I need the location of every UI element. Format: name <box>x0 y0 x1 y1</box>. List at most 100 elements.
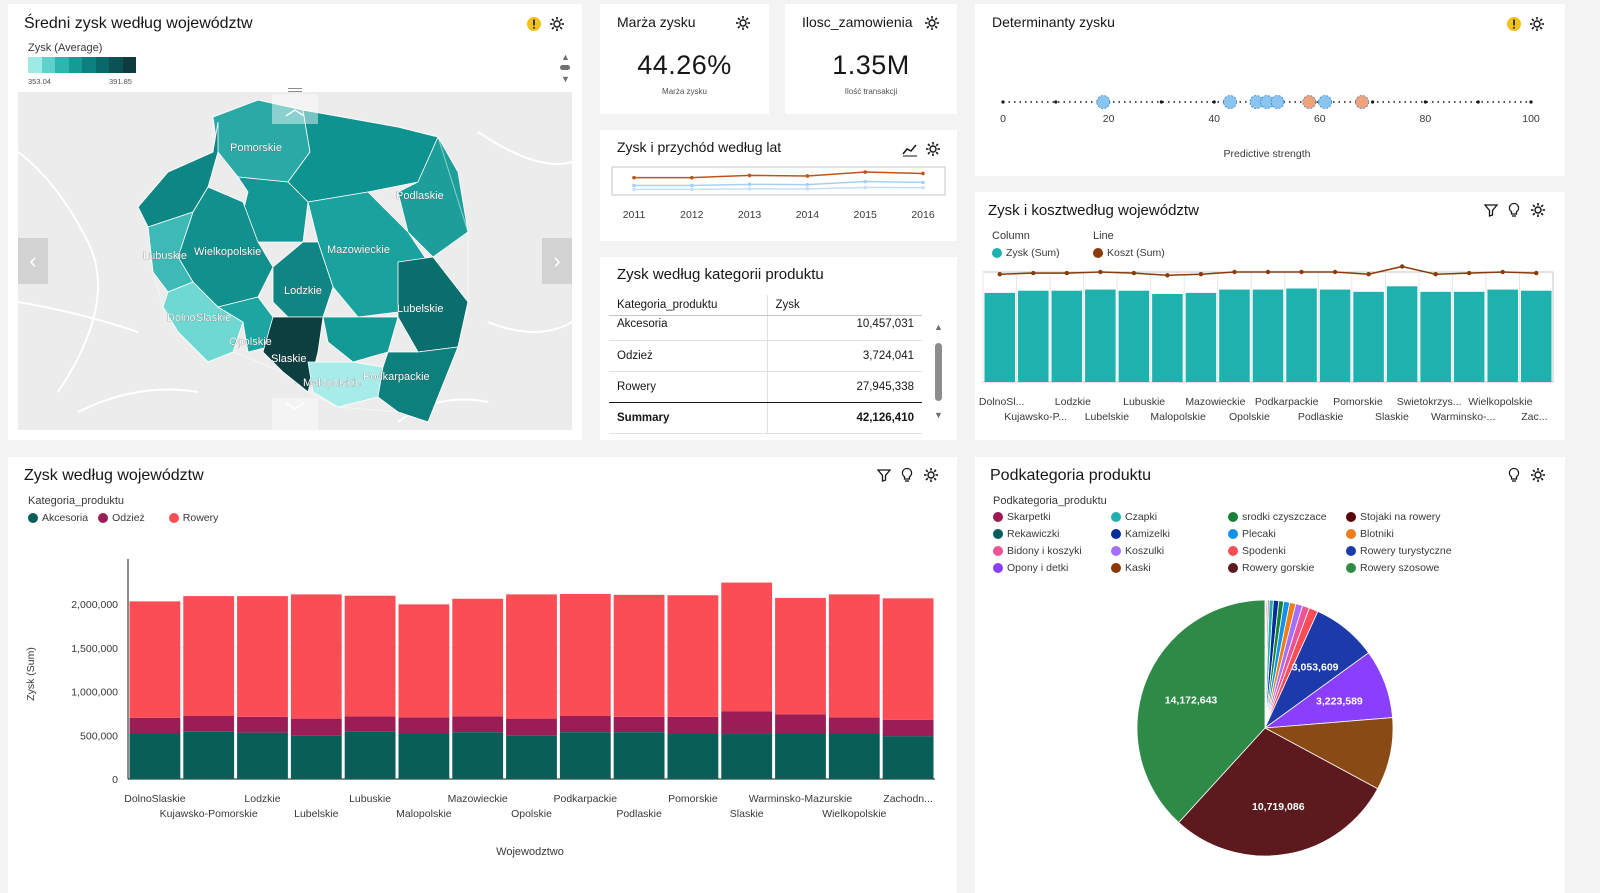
year-chart[interactable]: 2011 2012 2013 2014 2015 2016 <box>600 130 957 241</box>
settings-icon[interactable] <box>549 16 565 32</box>
table-scroll-down[interactable]: ▼ <box>934 410 943 420</box>
table-summary-row[interactable]: Summary 42,126,410 <box>609 402 922 434</box>
map-pan-left-button[interactable]: ‹ <box>18 238 48 284</box>
pie-legend-item[interactable]: Skarpetki <box>993 511 1051 523</box>
map-drag-handle[interactable] <box>288 88 302 92</box>
category-table: Kategoria_produktu Zysk Akcesoria 10,457,0… <box>609 295 922 434</box>
combo-chart[interactable]: DolnoSl... Lodzkie Lubuskie Mazowieckie Podk… <box>975 192 1565 440</box>
bar-odzież <box>452 716 504 733</box>
determinants-chart[interactable]: 0 20 40 60 80 100 Predictive strength <box>975 4 1565 176</box>
settings-icon[interactable] <box>1530 467 1546 483</box>
pie-legend-item[interactable]: Rowery turystyczne <box>1346 545 1452 557</box>
kpi-margin-title: Marża zysku <box>617 14 696 30</box>
pie-legend-item[interactable]: Kamizelki <box>1111 528 1170 540</box>
combo-legend-line[interactable]: Koszt (Sum) <box>1093 247 1165 259</box>
map-pan-down-button[interactable]: ﹀ <box>272 398 318 430</box>
legend-odziez[interactable]: Odzież <box>98 512 145 524</box>
stacked-bar-chart[interactable]: 0 500,000 1,000,000 1,500,000 2,000,000 Dolno… <box>8 457 957 893</box>
settings-icon[interactable] <box>1529 16 1545 32</box>
combo-chart-card: Zysk i kosztwedług województw Column Lin… <box>975 192 1565 440</box>
pie-legend-item[interactable]: srodki czyszczace <box>1228 511 1327 523</box>
line-chart-icon[interactable] <box>902 141 918 157</box>
filter-icon[interactable] <box>876 467 892 483</box>
det-tick <box>1476 100 1480 104</box>
settings-icon[interactable] <box>924 15 940 31</box>
det-tick-label: 100 <box>1522 113 1540 125</box>
legend-label: Rekawiczki <box>1007 528 1060 540</box>
table-row[interactable]: Odzież 3,724,041 <box>609 340 922 372</box>
pie-legend-item[interactable]: Kaski <box>1111 562 1151 574</box>
lightbulb-icon[interactable] <box>899 467 915 483</box>
year-point <box>921 180 925 185</box>
filter-icon[interactable] <box>1483 202 1499 218</box>
legend-scroll-down[interactable]: ▼ <box>561 74 570 84</box>
legend-swatch <box>1228 512 1238 522</box>
legend-label: Kaski <box>1125 562 1151 574</box>
legend-scroll-up[interactable]: ▲ <box>561 52 570 62</box>
region-podkarpackie[interactable] <box>377 346 459 423</box>
pie-legend-item[interactable]: Koszulki <box>1111 545 1164 557</box>
combo-x-label: Lubuskie <box>1123 396 1165 408</box>
table-header-category[interactable]: Kategoria_produktu <box>609 295 768 316</box>
pie-legend-item[interactable]: Bidony i koszyki <box>993 545 1082 557</box>
warning-icon[interactable] <box>526 16 542 32</box>
region-podlaskie[interactable] <box>397 136 469 258</box>
combo-point <box>1064 270 1070 276</box>
pie-legend-item[interactable]: Plecaki <box>1228 528 1276 540</box>
map-pan-right-button[interactable]: › <box>542 238 572 284</box>
legend-label: Opony i detki <box>1007 562 1069 574</box>
table-scroll-up[interactable]: ▲ <box>934 322 943 332</box>
map-pan-up-button[interactable]: ︿ <box>272 94 318 124</box>
combo-legend-column[interactable]: Zysk (Sum) <box>992 247 1060 259</box>
pie-legend-item[interactable]: Blotniki <box>1346 528 1394 540</box>
x-tick-label: Wielkopolskie <box>822 808 886 820</box>
legend-swatch <box>1346 546 1356 556</box>
settings-icon[interactable] <box>735 15 751 31</box>
combo-x-label: Slaskie <box>1375 411 1409 423</box>
lightbulb-icon[interactable] <box>1506 467 1522 483</box>
pie-legend-item[interactable]: Rowery szosowe <box>1346 562 1439 574</box>
settings-icon[interactable] <box>923 467 939 483</box>
combo-bar <box>1487 289 1518 382</box>
year-point <box>632 175 636 180</box>
table-scroll-thumb[interactable] <box>935 343 942 401</box>
pie-slice-label: 3,053,609 <box>1292 661 1339 673</box>
region-lodzkie[interactable] <box>272 241 334 318</box>
det-point <box>1302 95 1317 109</box>
pie-legend-item[interactable]: Czapki <box>1111 511 1157 523</box>
map-legend-title: Zysk (Average) <box>28 42 103 54</box>
table-header-profit[interactable]: Zysk <box>767 295 922 316</box>
warning-icon[interactable] <box>1506 16 1522 32</box>
legend-akcesoria[interactable]: Akcesoria <box>28 512 88 524</box>
pie-legend-item[interactable]: Rowery gorskie <box>1228 562 1314 574</box>
bar-akcesoria <box>452 732 504 779</box>
combo-x-label: Opolskie <box>1229 411 1270 423</box>
pie-legend-item[interactable]: Rekawiczki <box>993 528 1060 540</box>
combo-x-label: Kujawsko-P... <box>1004 411 1067 423</box>
bar-rowery <box>183 596 235 716</box>
legend-swatch <box>993 563 1003 573</box>
kpi-orders-card: Ilosc_zamowienia 1.35M Ilość transakcji <box>785 4 957 114</box>
table-row[interactable]: Akcesoria 10,457,031 <box>609 315 922 341</box>
pie-legend-item[interactable]: Spodenki <box>1228 545 1286 557</box>
combo-bar <box>1152 294 1183 382</box>
x-tick-label: Slaskie <box>730 808 764 820</box>
region[interactable] <box>237 176 309 243</box>
bar-odzież <box>129 717 181 734</box>
settings-icon[interactable] <box>1530 202 1546 218</box>
map-area[interactable]: Pomorskie Podlaskie Lubuskie Wielkopolsk… <box>17 88 573 430</box>
legend-rowery[interactable]: Rowery <box>168 512 218 524</box>
legend-label: Stojaki na rowery <box>1360 511 1441 523</box>
det-tick-label: 80 <box>1420 113 1432 125</box>
pie-legend-item[interactable]: Stojaki na rowery <box>1346 511 1441 523</box>
legend-scroll-thumb[interactable] <box>560 65 570 70</box>
table-row[interactable]: Rowery 27,945,338 <box>609 371 922 403</box>
pie-legend-item[interactable]: Opony i detki <box>993 562 1068 574</box>
combo-point <box>1131 270 1137 276</box>
combo-bar <box>984 292 1016 382</box>
settings-icon[interactable] <box>925 141 941 157</box>
bar-akcesoria <box>129 733 181 779</box>
map-legend-min: 353.04 <box>28 77 51 86</box>
pie-chart[interactable]: 3,053,609 3,223,589 10,719,086 14,172,643 <box>975 457 1565 893</box>
lightbulb-icon[interactable] <box>1506 202 1522 218</box>
